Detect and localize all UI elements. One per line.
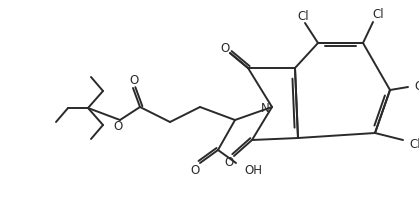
Text: OH: OH bbox=[244, 164, 262, 177]
Text: O: O bbox=[220, 42, 230, 55]
Text: O: O bbox=[114, 121, 123, 134]
Text: Cl: Cl bbox=[409, 138, 419, 151]
Text: Cl: Cl bbox=[297, 10, 309, 23]
Text: O: O bbox=[190, 164, 199, 177]
Text: Cl: Cl bbox=[372, 9, 384, 22]
Text: N: N bbox=[261, 102, 269, 115]
Text: O: O bbox=[129, 73, 139, 86]
Text: Cl: Cl bbox=[414, 81, 419, 94]
Text: O: O bbox=[225, 157, 234, 170]
